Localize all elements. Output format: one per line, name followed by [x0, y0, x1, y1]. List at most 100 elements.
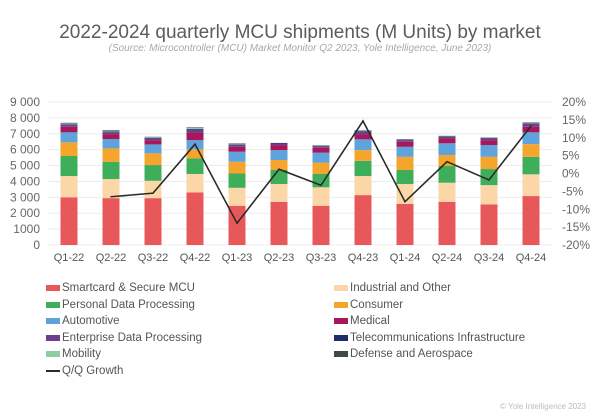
- y2-tick-label: -5%: [562, 184, 584, 198]
- bar-segment-defense-and-aerospace: [102, 130, 120, 131]
- bar-segment-industrial-and-other: [186, 173, 204, 193]
- y2-tick-label: -10%: [562, 202, 590, 216]
- bar-segment-personal-data-processing: [522, 156, 540, 175]
- x-tick-label: Q1-22: [54, 252, 85, 264]
- bar-segment-industrial-and-other: [438, 182, 456, 202]
- legend-swatch: [46, 318, 60, 324]
- legend-label: Enterprise Data Processing: [62, 331, 202, 344]
- y-tick-label: 1000: [13, 222, 40, 236]
- bar-segment-telecommunications-infrastructure: [522, 123, 540, 124]
- bar-segment-personal-data-processing: [396, 170, 414, 184]
- legend-swatch: [334, 285, 348, 291]
- legend-label: Smartcard & Secure MCU: [62, 282, 195, 294]
- legend-swatch: [46, 351, 60, 357]
- bar-segment-automotive: [438, 143, 456, 156]
- bar-segment-consumer: [438, 155, 456, 167]
- bar-segment-industrial-and-other: [270, 183, 288, 202]
- y-tick-label: 0: [33, 238, 40, 252]
- bar-segment-enterprise-data-processing: [480, 138, 498, 141]
- bar-segment-telecommunications-infrastructure: [60, 124, 78, 125]
- bar-segment-telecommunications-infrastructure: [102, 131, 120, 133]
- x-tick-label: Q1-23: [222, 252, 253, 264]
- x-tick-label: Q1-24: [390, 252, 421, 264]
- bar-segment-smartcard-secure-mcu: [144, 198, 162, 245]
- bar-stack-Q3-22: [144, 136, 162, 245]
- bar-segment-medical: [102, 134, 120, 140]
- bar-segment-personal-data-processing: [354, 160, 372, 177]
- y2-tick-label: -15%: [562, 220, 590, 234]
- y-tick-label: 2 000: [10, 206, 40, 220]
- x-tick-label: Q4-23: [348, 252, 379, 264]
- bar-segment-industrial-and-other: [354, 176, 372, 196]
- bar-segment-medical: [60, 126, 78, 133]
- bar-segment-industrial-and-other: [228, 187, 246, 206]
- legend-label: Industrial and Other: [350, 282, 452, 294]
- bar-segment-automotive: [60, 132, 78, 143]
- bar-segment-smartcard-secure-mcu: [60, 197, 78, 245]
- legend-label: Mobility: [62, 348, 101, 360]
- bar-segment-consumer: [186, 149, 204, 159]
- bar-segment-personal-data-processing: [480, 169, 498, 186]
- bar-segment-telecommunications-infrastructure: [354, 131, 372, 132]
- bar-segment-medical: [228, 146, 246, 152]
- bar-segment-defense-and-aerospace: [186, 127, 204, 129]
- x-tick-label: Q4-22: [180, 252, 211, 264]
- bar-segment-telecommunications-infrastructure: [186, 129, 204, 130]
- bar-segment-defense-and-aerospace: [60, 122, 78, 124]
- bar-segment-industrial-and-other: [60, 176, 78, 198]
- y2-tick-label: 15%: [562, 113, 586, 127]
- bar-segment-consumer: [312, 162, 330, 174]
- qq-growth-line-group: [110, 119, 532, 225]
- bar-segment-personal-data-processing: [60, 156, 78, 177]
- bar-segment-enterprise-data-processing: [60, 124, 78, 127]
- bar-segment-consumer: [522, 144, 540, 157]
- qq-growth-point: [278, 168, 280, 171]
- legend: Smartcard & Secure MCU Industrial and Oth…: [0, 280, 600, 380]
- bar-segment-medical: [522, 126, 540, 133]
- bar-segment-consumer: [354, 150, 372, 161]
- qq-growth-point: [110, 195, 112, 198]
- y-tick-label: 4 000: [10, 174, 40, 188]
- bar-segment-industrial-and-other: [480, 185, 498, 205]
- y2-tick-label: 20%: [562, 95, 586, 109]
- bar-segment-medical: [480, 140, 498, 146]
- bar-segment-personal-data-processing: [102, 161, 120, 180]
- bar-segment-mobility: [354, 130, 372, 132]
- legend-label: Consumer: [350, 298, 404, 311]
- bar-segment-automotive: [144, 144, 162, 154]
- y-tick-label: 7 000: [10, 127, 40, 141]
- legend-item: Smartcard & Secure MCU: [46, 280, 195, 296]
- y2-tick-label: 5%: [562, 149, 580, 163]
- x-tick-label: Q3-24: [474, 252, 505, 264]
- y-axis-right: -20% -15% -10% -5% 0% 5% 10% 15% 20%: [562, 95, 590, 252]
- y-tick-label: 6 000: [10, 143, 40, 157]
- gridlines: [48, 101, 552, 246]
- bar-stack-Q3-23: [312, 145, 330, 245]
- bar-segment-smartcard-secure-mcu: [186, 192, 204, 245]
- bar-segment-smartcard-secure-mcu: [102, 198, 120, 245]
- bar-segment-enterprise-data-processing: [186, 129, 204, 133]
- bar-segment-industrial-and-other: [144, 180, 162, 199]
- bar-segment-mobility: [60, 123, 78, 125]
- legend-item: Telecommunications Infrastructure: [334, 330, 525, 346]
- bar-segment-smartcard-secure-mcu: [396, 204, 414, 245]
- legend-swatch: [334, 318, 348, 324]
- bar-segment-consumer: [102, 148, 120, 162]
- bar-segment-smartcard-secure-mcu: [312, 205, 330, 245]
- bar-segment-automotive: [102, 139, 120, 149]
- bar-segment-mobility: [144, 137, 162, 138]
- bar-stack-Q2-23: [270, 142, 288, 245]
- bar-segment-smartcard-secure-mcu: [270, 201, 288, 245]
- chart-subtitle: (Source: Microcontroller (MCU) Market Mo…: [108, 43, 492, 54]
- bar-stack-Q2-22: [102, 130, 120, 245]
- x-tick-label: Q3-23: [306, 252, 337, 264]
- bar-segment-automotive: [354, 139, 372, 151]
- chart-title: 2022-2024 quarterly MCU shipments (M Uni…: [59, 22, 541, 43]
- legend-label: Defense and Aerospace: [350, 348, 473, 360]
- legend-item: Defense and Aerospace: [334, 346, 473, 362]
- x-tick-label: Q2-22: [96, 252, 127, 264]
- bar-stack-Q1-23: [228, 143, 246, 245]
- bar-segment-medical: [438, 138, 456, 144]
- qq-growth-point: [236, 222, 238, 224]
- bar-segment-automotive: [480, 145, 498, 157]
